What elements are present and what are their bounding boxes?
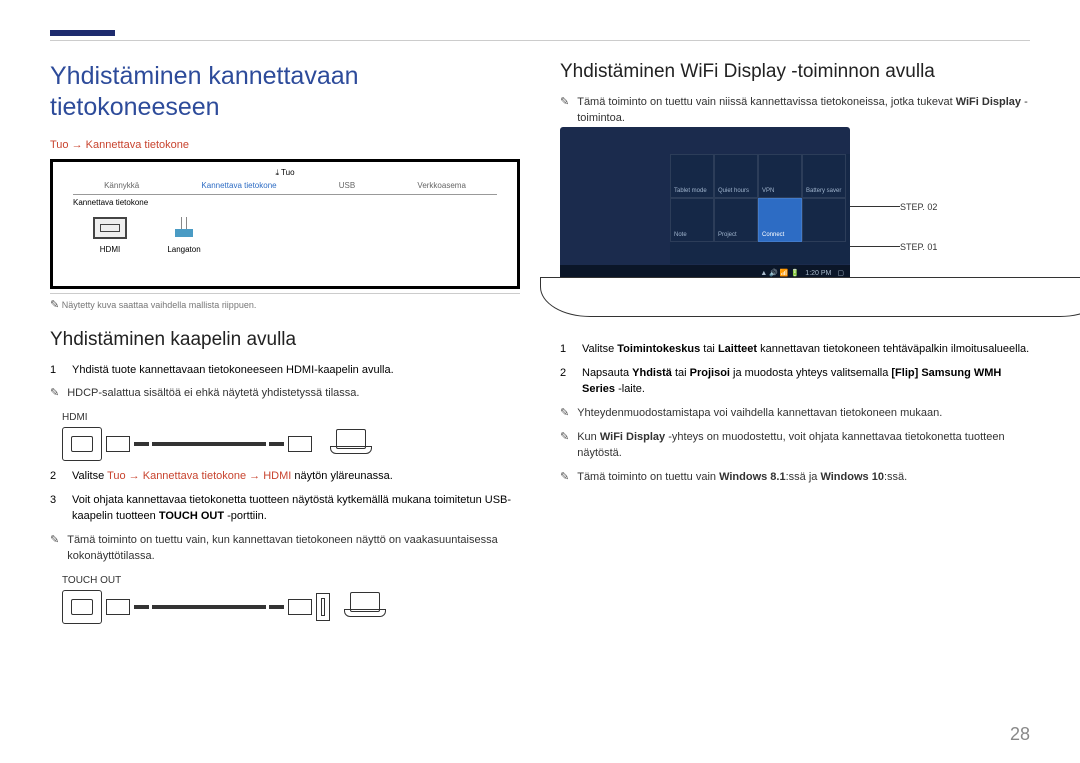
hdmi-plug-icon: [106, 436, 130, 452]
mock-footnote: Näytetty kuva saattaa vaihdella mallista…: [50, 293, 520, 311]
breadcrumb: Tuo → Kannettava tietokone: [50, 139, 520, 151]
right-column: Yhdistäminen WiFi Display -toiminnon avu…: [560, 61, 1030, 632]
note-wifi-support: Tämä toiminto on tuettu vain niissä kann…: [560, 95, 1030, 127]
section-heading-wifi: Yhdistäminen WiFi Display -toiminnon avu…: [560, 61, 1030, 83]
note: Tämä toiminto on tuettu vain, kun kannet…: [50, 533, 520, 565]
step-number: 2: [560, 366, 572, 398]
ui-tab: Kännykkä: [104, 181, 139, 190]
step-number: 3: [50, 493, 62, 525]
section-heading-cable: Yhdistäminen kaapelin avulla: [50, 329, 520, 351]
pencil-icon: [560, 95, 569, 127]
pencil-icon: [50, 386, 59, 402]
hdmi-port-label: HDMI: [62, 412, 520, 423]
hdmi-port-icon: [93, 217, 127, 239]
pencil-icon: [560, 430, 569, 462]
usb-plug-icon: [288, 599, 312, 615]
ui-ports: HDMI Langaton: [73, 217, 497, 254]
laptop-icon: [344, 592, 386, 622]
ac-tile: [802, 198, 846, 242]
hdmi-port-icon: [62, 427, 102, 461]
ui-tab: Verkkoasema: [417, 181, 465, 190]
step-number: 2: [50, 469, 62, 485]
right-step-2: 2 Napsauta Yhdistä tai Projisoi ja muodo…: [560, 366, 1030, 398]
ui-screenshot-mock: ⤓ Tuo Kännykkä Kannettava tietokone USB …: [50, 159, 520, 289]
main-heading: Yhdistäminen kannettavaan tietokoneeseen: [50, 61, 520, 124]
action-center: Tablet mode Quiet hours VPN Battery save…: [670, 154, 850, 264]
ac-tile: Quiet hours: [714, 154, 758, 198]
callout-step02: STEP. 02: [850, 202, 937, 212]
step-2: 2 Valitse Tuo → Kannettava tietokone → H…: [50, 469, 520, 485]
note: Yhteydenmuodostamistapa voi vaihdella ka…: [560, 406, 1030, 422]
ac-tile: Tablet mode: [670, 154, 714, 198]
laptop-base: [540, 277, 1080, 317]
breadcrumb-target: Kannettava tietokone: [86, 139, 189, 151]
ac-tile: VPN: [758, 154, 802, 198]
ui-tab-active: Kannettava tietokone: [201, 181, 276, 190]
pencil-icon: [50, 533, 59, 565]
ui-port-wireless: Langaton: [167, 217, 201, 254]
ui-tabs: Kännykkä Kannettava tietokone USB Verkko…: [73, 181, 497, 195]
left-column: Yhdistäminen kannettavaan tietokoneeseen…: [50, 61, 520, 632]
top-border: [50, 40, 1030, 41]
step-number: 1: [50, 363, 62, 379]
pencil-icon: [560, 470, 569, 486]
right-step-1: 1 Valitse Toimintokeskus tai Laitteet ka…: [560, 342, 1030, 358]
pencil-icon: [50, 300, 59, 310]
cable-line: [134, 605, 284, 609]
ui-tuo-label: ⤓ Tuo: [73, 168, 497, 178]
hdmi-cable-diagram: [62, 427, 520, 461]
laptop-screen: Tablet mode Quiet hours VPN Battery save…: [560, 127, 850, 282]
ui-subheading: Kannettava tietokone: [73, 198, 497, 207]
laptop-icon: [330, 429, 372, 459]
step-3: 3 Voit ohjata kannettavaa tietokonetta t…: [50, 493, 520, 525]
ac-tile: Battery saver: [802, 154, 846, 198]
touchout-cable-diagram: [62, 590, 520, 624]
note: HDCP-salattua sisältöä ei ehkä näytetä y…: [50, 386, 520, 402]
touchout-port-icon: [62, 590, 102, 624]
usb-plug-icon: [106, 599, 130, 615]
hdmi-plug-icon: [288, 436, 312, 452]
callout-step01: STEP. 01: [850, 242, 937, 252]
note: Kun WiFi Display -yhteys on muodostettu,…: [560, 430, 1030, 462]
touchout-port-label: TOUCH OUT: [62, 575, 520, 586]
note: Tämä toiminto on tuettu vain Windows 8.1…: [560, 470, 1030, 486]
ac-tile: Note: [670, 198, 714, 242]
wifi-laptop-diagram: Tablet mode Quiet hours VPN Battery save…: [560, 127, 1030, 327]
step-number: 1: [560, 342, 572, 358]
breadcrumb-tuo: Tuo: [50, 139, 69, 151]
page-number: 28: [1010, 724, 1030, 745]
taskbar-time: 1:20 PM: [805, 270, 831, 277]
pencil-icon: [560, 406, 569, 422]
ui-tab: USB: [339, 181, 355, 190]
ac-tile-connect: Connect: [758, 198, 802, 242]
wireless-icon: [167, 217, 201, 239]
step01-label: STEP. 01: [900, 242, 937, 252]
ui-port-hdmi: HDMI: [93, 217, 127, 254]
step-1: 1 Yhdistä tuote kannettavaan tietokonees…: [50, 363, 520, 379]
step02-label: STEP. 02: [900, 202, 937, 212]
cable-line: [134, 442, 284, 446]
ac-tile: Project: [714, 198, 758, 242]
usb-port-icon: [316, 593, 330, 621]
accent-bar: [50, 30, 115, 36]
